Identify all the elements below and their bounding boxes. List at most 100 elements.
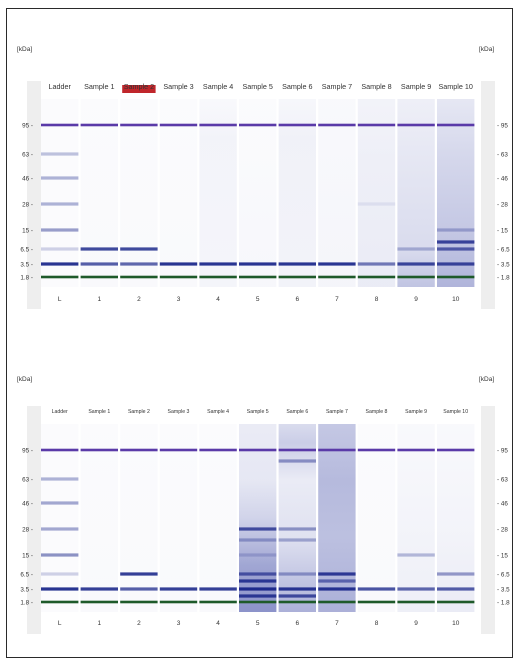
band-3.5-kda <box>239 262 277 266</box>
lane-number: 3 <box>177 620 181 627</box>
band-85-kda <box>278 459 316 463</box>
band-1.8-kda <box>357 600 396 604</box>
lane-header-label: Sample 4 <box>207 409 229 415</box>
lane-3: Sample 3 3 <box>159 82 198 303</box>
band-1.8-kda <box>397 600 435 604</box>
band-1.8-kda <box>41 275 79 279</box>
tick-label-left: 28 - <box>22 526 33 533</box>
lane-header-label: Sample 8 <box>361 82 391 91</box>
band-1.8-kda <box>318 275 356 279</box>
lane-10: Sample 10 10 <box>437 409 475 627</box>
lane-number: L <box>58 296 62 303</box>
lane-1: Sample 1 1 <box>80 409 118 627</box>
lane-6: Sample 6 6 <box>278 409 316 627</box>
tick-label-left: 15 - <box>22 552 33 559</box>
lane-7: Sample 7 7 <box>318 409 356 627</box>
tick-label-left: 95 - <box>22 122 33 129</box>
band-3.5-kda <box>199 587 237 591</box>
tick-label-right: - 1.8 <box>497 274 510 281</box>
band-63-kda <box>41 152 79 156</box>
lane-9: Sample 9 9 <box>397 82 435 303</box>
lane-number: 2 <box>137 296 141 303</box>
band-95-kda <box>357 123 396 127</box>
band-1.8-kda <box>159 275 198 279</box>
band-1.8-kda <box>239 275 277 279</box>
band-3.5-kda <box>397 587 435 591</box>
band-3.5-kda <box>41 262 79 266</box>
band-10-kda <box>437 240 475 244</box>
lane-number: 2 <box>137 620 141 627</box>
band-95-kda <box>80 123 118 127</box>
band-95-kda <box>41 123 79 127</box>
band-2.5-kda <box>239 594 277 598</box>
band-95-kda <box>41 448 79 452</box>
lane-header-label: Ladder <box>52 409 68 415</box>
gel-figure: [kDa] [kDa] 95 - - 95 63 - - 63 46 - - 46 28 - - … <box>17 46 510 634</box>
lane-background <box>41 99 79 287</box>
band-3.5-kda <box>41 587 79 591</box>
figure-frame: [kDa] [kDa] 95 - - 95 63 - - 63 46 - - 46 28 - - … <box>6 8 513 658</box>
band-6.5-kda <box>120 572 158 576</box>
band-3.5-kda <box>318 262 356 266</box>
tick-label-left: 46 - <box>22 500 33 507</box>
tick-label-right: - 3.5 <box>497 586 510 593</box>
lane-header-label: Ladder <box>49 82 72 91</box>
lane-header-label: Sample 4 <box>203 82 233 91</box>
band-1.8-kda <box>199 275 237 279</box>
band-95-kda <box>80 448 118 452</box>
lane-9: Sample 9 9 <box>397 409 435 627</box>
lane-background <box>41 424 79 612</box>
band-95-kda <box>199 123 237 127</box>
lane-2: Sample 2 2 <box>120 409 158 627</box>
band-1.8-kda <box>437 275 475 279</box>
tick-label-left: 15 - <box>22 227 33 234</box>
band-95-kda <box>120 123 158 127</box>
tick-label-right: - 6.5 <box>497 571 510 578</box>
tick-label-left: 63 - <box>22 476 33 483</box>
band-15-kda <box>41 553 79 557</box>
band-3.5-kda <box>239 587 277 591</box>
tick-label-left: 6.5 - <box>20 246 33 253</box>
band-1.8-kda <box>357 275 396 279</box>
tick-label-right: - 1.8 <box>497 599 510 606</box>
band-95-kda <box>318 448 356 452</box>
band-3.5-kda <box>278 262 316 266</box>
band-1.8-kda <box>41 600 79 604</box>
lane-header-label: Sample 7 <box>326 409 348 415</box>
lane-number: 6 <box>295 620 299 627</box>
lane-background <box>239 99 277 287</box>
lane-background <box>80 99 118 287</box>
band-1.8-kda <box>278 600 316 604</box>
lane-background <box>397 424 435 612</box>
band-6.5-kda <box>278 572 316 576</box>
band-6.5-kda <box>397 247 435 251</box>
band-95-kda <box>199 448 237 452</box>
band-3.5-kda <box>437 262 475 266</box>
band-1.8-kda <box>278 275 316 279</box>
lane-number: 8 <box>375 296 379 303</box>
tick-label-right: - 95 <box>497 447 508 454</box>
gel-panel-2: [kDa] [kDa] 95 - - 95 63 - - 63 46 - - 46 28 - - … <box>17 376 510 634</box>
band-95-kda <box>239 123 277 127</box>
band-3.5-kda <box>278 587 316 591</box>
tick-label-left: 1.8 - <box>20 274 33 281</box>
band-1.8-kda <box>239 600 277 604</box>
lane-background <box>437 424 475 612</box>
lane-7: Sample 7 7 <box>318 82 356 303</box>
band-1.8-kda <box>437 600 475 604</box>
lane-10: Sample 10 10 <box>437 82 475 303</box>
lane-background <box>318 99 356 287</box>
band-3.5-kda <box>397 262 435 266</box>
lane-5: Sample 5 5 <box>239 82 277 303</box>
band-95-kda <box>159 448 198 452</box>
band-1.8-kda <box>80 275 118 279</box>
tick-label-left: 1.8 - <box>20 599 33 606</box>
lane-8: Sample 8 8 <box>357 82 396 303</box>
marker-strip-left <box>27 81 41 309</box>
band-15-kda <box>397 553 435 557</box>
band-95-kda <box>120 448 158 452</box>
lane-header-label: Sample 8 <box>366 409 388 415</box>
lane-number: 7 <box>335 296 339 303</box>
band-15-kda <box>239 553 277 557</box>
lane-background <box>199 99 237 287</box>
